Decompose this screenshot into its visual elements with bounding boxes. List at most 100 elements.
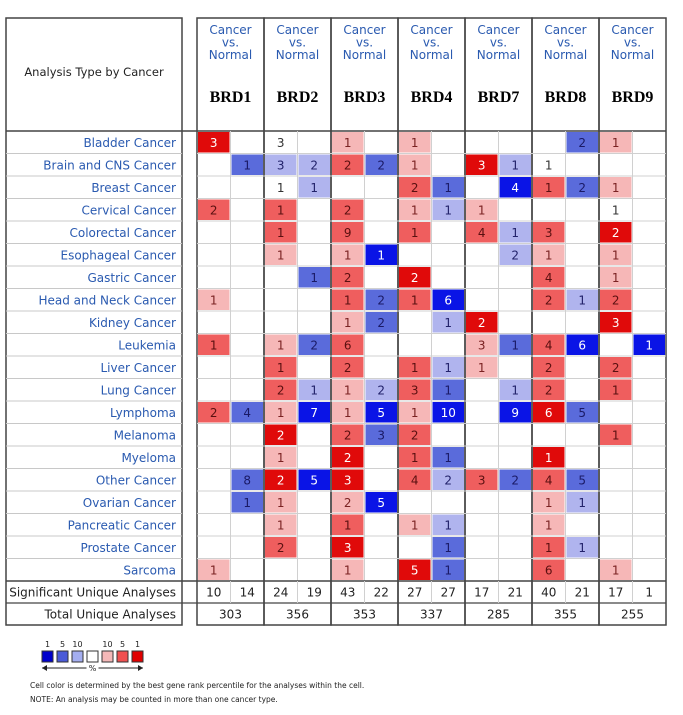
down-cell-value: 1 — [444, 203, 452, 217]
down-cell — [566, 334, 598, 355]
down-cell — [432, 199, 464, 220]
up-cell — [600, 334, 632, 355]
down-cell — [298, 514, 330, 535]
up-cell — [466, 222, 498, 243]
down-cell — [432, 154, 464, 175]
down-cell — [633, 199, 665, 220]
down-cell — [499, 402, 531, 423]
down-cell — [365, 469, 397, 490]
up-cell — [533, 424, 565, 445]
up-cell — [332, 199, 364, 220]
down-cell — [231, 469, 263, 490]
up-cell-value: 1 — [344, 248, 352, 262]
up-cell — [600, 514, 632, 535]
column-header-text: vs. — [356, 36, 373, 50]
legend-tick: 1 — [45, 640, 50, 649]
up-cell — [466, 492, 498, 513]
up-cell — [399, 177, 431, 198]
significant-down-value: 21 — [508, 586, 523, 600]
down-cell — [365, 447, 397, 468]
up-cell — [198, 357, 230, 378]
significant-down-value: 1 — [645, 586, 653, 600]
up-cell-value: 1 — [612, 383, 620, 397]
legend-swatch — [101, 650, 114, 663]
down-cell — [432, 244, 464, 265]
up-cell — [399, 334, 431, 355]
cancer-label: Pancreatic Cancer — [68, 518, 176, 532]
down-cell — [499, 222, 531, 243]
up-cell — [332, 469, 364, 490]
up-cell — [533, 154, 565, 175]
legend-swatch — [71, 650, 84, 663]
up-cell — [399, 132, 431, 153]
up-cell — [332, 334, 364, 355]
up-cell — [466, 379, 498, 400]
legend-swatch — [56, 650, 69, 663]
up-cell — [600, 379, 632, 400]
up-cell-value: 1 — [545, 496, 553, 510]
up-cell-value: 1 — [277, 496, 285, 510]
down-cell-value: 1 — [444, 541, 452, 555]
up-cell — [466, 267, 498, 288]
cancer-label: Cervical Cancer — [82, 203, 177, 217]
up-cell — [198, 469, 230, 490]
down-cell-value: 4 — [511, 181, 519, 195]
significant-up-value: 40 — [541, 586, 556, 600]
significant-down-value: 22 — [374, 586, 389, 600]
up-cell — [399, 492, 431, 513]
up-cell — [198, 244, 230, 265]
down-cell-value: 1 — [444, 383, 452, 397]
down-cell — [298, 267, 330, 288]
up-cell-value: 1 — [545, 248, 553, 262]
note-cell-color: Cell color is determined by the best gen… — [30, 681, 364, 690]
column-header-text: Normal — [343, 48, 386, 62]
up-cell — [533, 379, 565, 400]
down-cell — [365, 514, 397, 535]
down-cell-value: 10 — [441, 406, 456, 420]
down-cell — [499, 424, 531, 445]
down-cell — [566, 357, 598, 378]
up-cell — [466, 469, 498, 490]
column-header-text: Normal — [209, 48, 252, 62]
down-cell — [633, 154, 665, 175]
column-header-text: Cancer — [477, 23, 519, 37]
up-cell — [466, 447, 498, 468]
down-cell — [499, 199, 531, 220]
down-cell-value: 1 — [310, 383, 318, 397]
up-cell — [533, 447, 565, 468]
down-cell — [432, 312, 464, 333]
down-cell — [499, 559, 531, 580]
cancer-label: Head and Neck Cancer — [38, 293, 176, 307]
up-cell — [466, 132, 498, 153]
up-cell-value: 2 — [344, 158, 352, 172]
cancer-label: Prostate Cancer — [80, 541, 176, 555]
up-cell — [198, 334, 230, 355]
down-cell — [231, 222, 263, 243]
down-cell-value: 2 — [377, 316, 385, 330]
up-cell — [399, 514, 431, 535]
down-cell — [499, 334, 531, 355]
cancer-label: Melanoma — [114, 428, 176, 442]
down-cell — [365, 244, 397, 265]
up-cell-value: 3 — [344, 541, 352, 555]
up-cell-value: 2 — [277, 428, 285, 442]
up-cell — [600, 559, 632, 580]
up-cell — [600, 267, 632, 288]
down-cell — [432, 469, 464, 490]
up-cell — [600, 469, 632, 490]
up-cell — [399, 424, 431, 445]
up-cell — [600, 222, 632, 243]
up-cell — [600, 357, 632, 378]
up-cell — [265, 334, 297, 355]
up-cell-value: 3 — [545, 226, 553, 240]
down-cell-value: 2 — [377, 293, 385, 307]
up-cell — [399, 199, 431, 220]
up-cell — [265, 492, 297, 513]
total-value: 355 — [554, 608, 577, 622]
down-cell-value: 2 — [444, 473, 452, 487]
down-cell — [231, 447, 263, 468]
down-cell — [298, 402, 330, 423]
down-cell — [298, 447, 330, 468]
down-cell — [432, 132, 464, 153]
up-cell — [265, 244, 297, 265]
